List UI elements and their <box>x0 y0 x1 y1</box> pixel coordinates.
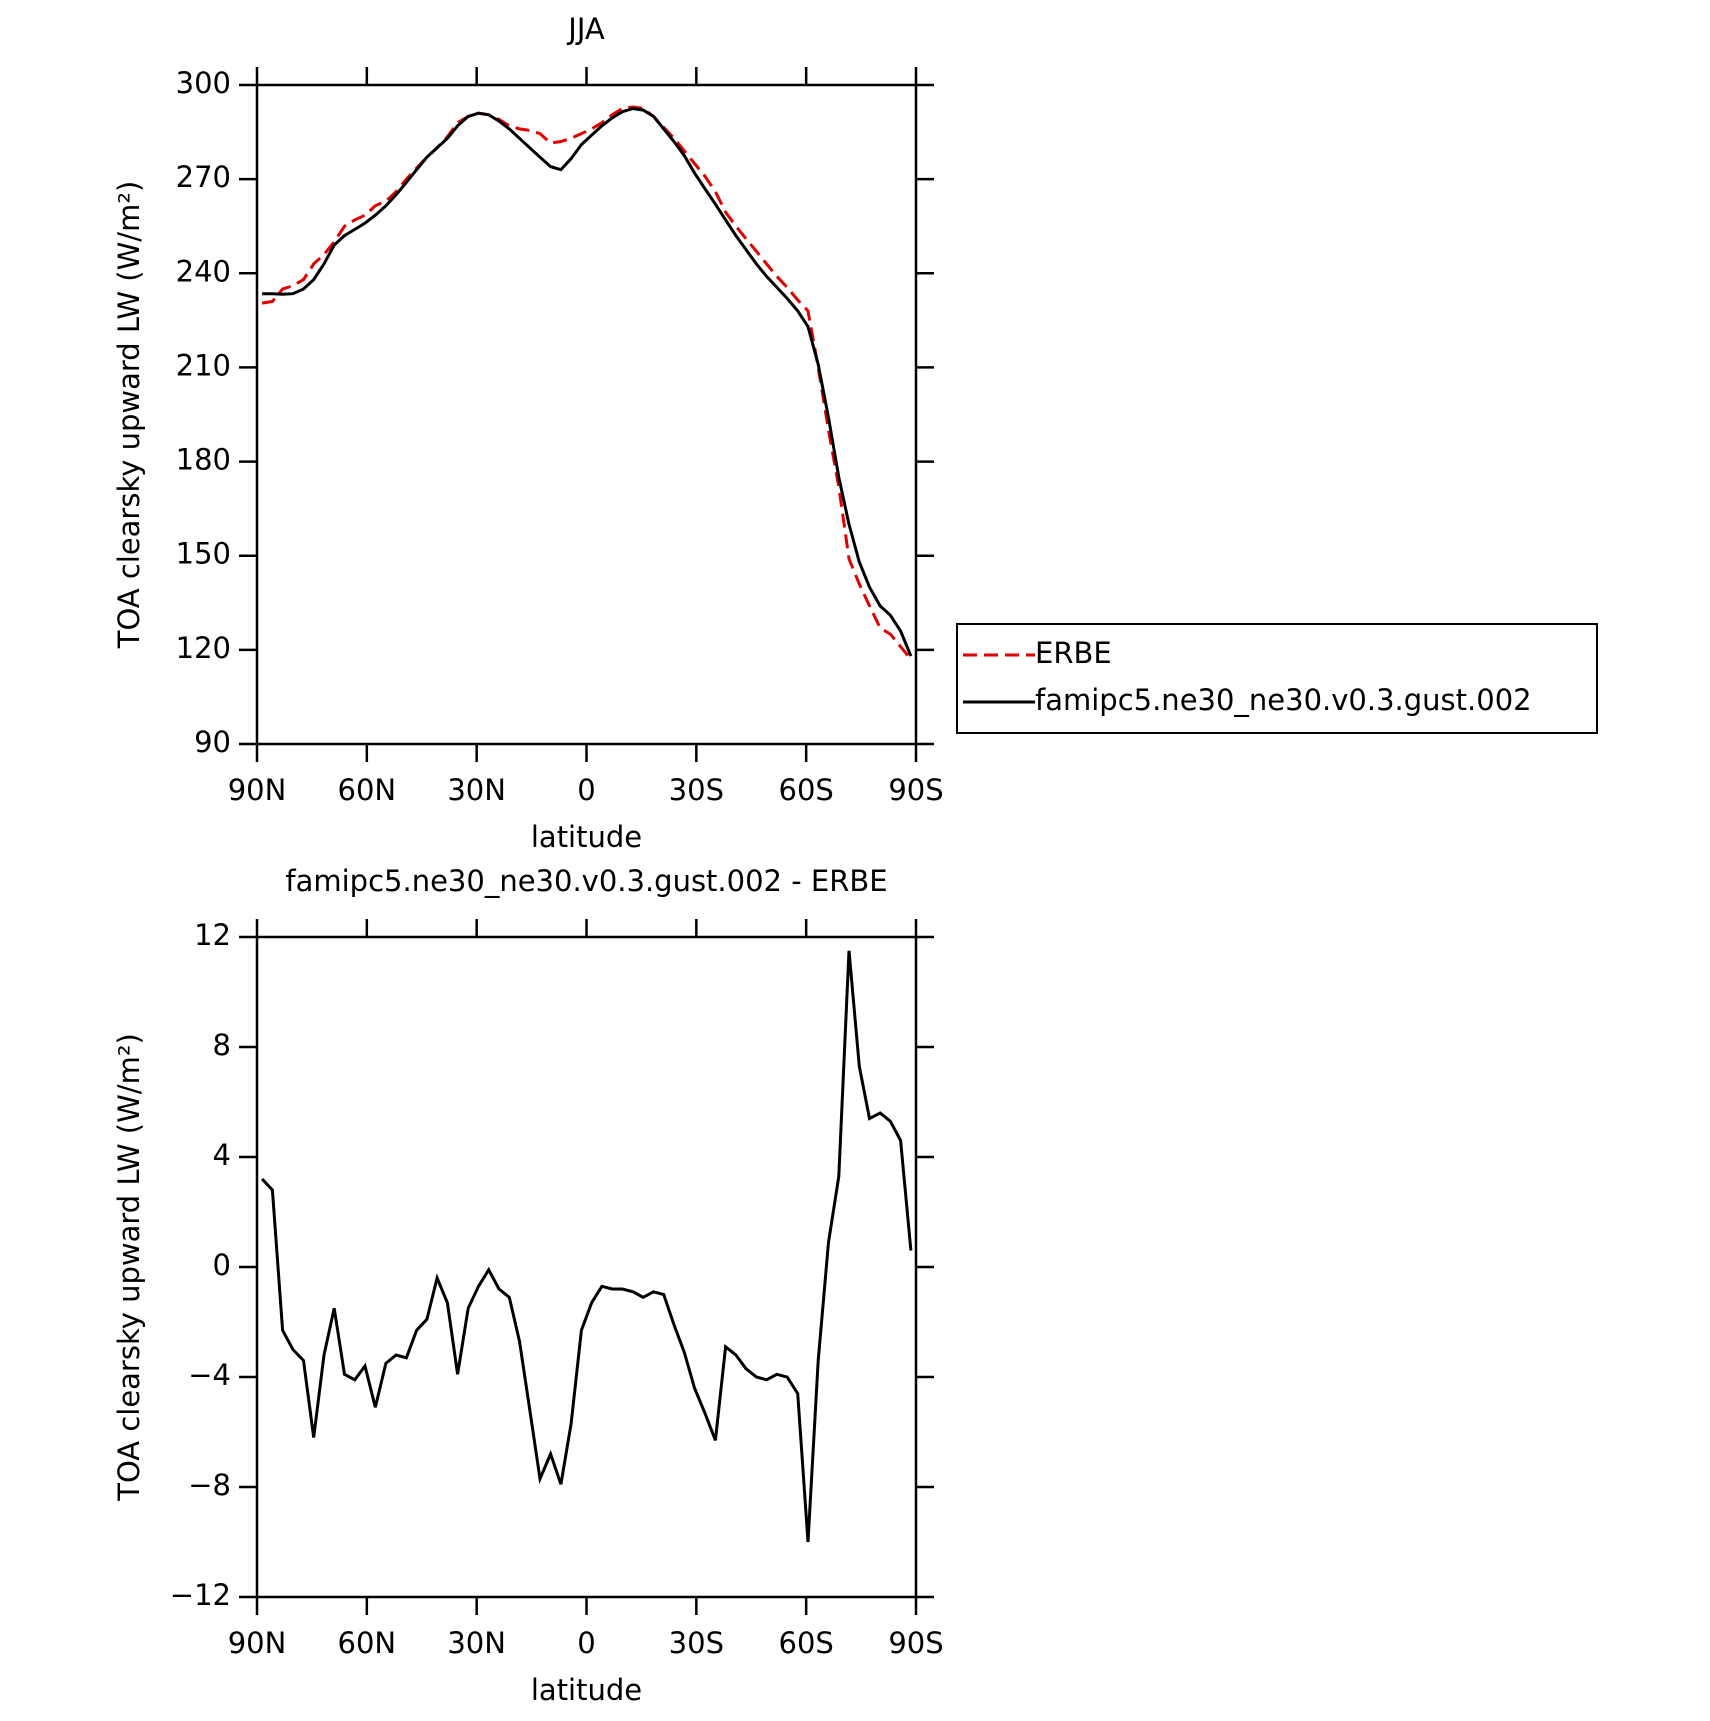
legend-label: ERBE <box>1035 636 1112 670</box>
data-line <box>262 106 913 657</box>
legend-label: famipc5.ne30_ne30.v0.3.gust.002 <box>1035 683 1532 717</box>
x-tick-label: 60N <box>338 1626 397 1660</box>
y-axis-label: TOA clearsky upward LW (W/m²) <box>112 181 146 650</box>
data-line <box>261 950 913 1543</box>
y-tick-label: 0 <box>213 1248 231 1282</box>
x-axis-label: latitude <box>531 1673 642 1707</box>
x-tick-label: 60N <box>338 773 397 807</box>
x-tick-label: 90N <box>228 1626 287 1660</box>
y-tick-label: −4 <box>188 1358 231 1392</box>
y-tick-label: 240 <box>176 254 231 288</box>
x-tick-label: 0 <box>577 1626 595 1660</box>
y-tick-label: 210 <box>176 348 231 382</box>
x-tick-label: 30S <box>669 773 724 807</box>
plot-frame <box>255 935 918 1599</box>
y-tick-label: 150 <box>176 537 231 571</box>
chart-title: JJA <box>566 12 605 46</box>
x-tick-label: 90S <box>888 1626 943 1660</box>
x-tick-label: 30N <box>447 773 506 807</box>
y-tick-label: 300 <box>176 66 231 100</box>
x-tick-label: 30S <box>669 1626 724 1660</box>
chart-title: famipc5.ne30_ne30.v0.3.gust.002 - ERBE <box>285 864 887 898</box>
x-tick-label: 60S <box>779 773 834 807</box>
y-tick-label: 12 <box>194 918 231 952</box>
x-tick-label: 0 <box>577 773 595 807</box>
x-tick-label: 60S <box>779 1626 834 1660</box>
data-line <box>261 105 913 661</box>
x-tick-label: 30N <box>447 1626 506 1660</box>
y-tick-label: 8 <box>213 1028 231 1062</box>
y-axis-label: TOA clearsky upward LW (W/m²) <box>112 1033 146 1502</box>
legend-box <box>956 623 1598 734</box>
y-tick-label: 270 <box>176 160 231 194</box>
y-tick-label: 120 <box>176 631 231 665</box>
y-tick-label: 4 <box>213 1138 231 1172</box>
x-axis-label: latitude <box>531 820 642 854</box>
x-tick-label: 90S <box>888 773 943 807</box>
y-tick-label: 180 <box>176 443 231 477</box>
y-tick-label: −12 <box>170 1578 231 1612</box>
y-tick-label: 90 <box>194 725 231 759</box>
x-tick-label: 90N <box>228 773 287 807</box>
y-tick-label: −8 <box>188 1468 231 1502</box>
plot-frame <box>255 83 918 746</box>
